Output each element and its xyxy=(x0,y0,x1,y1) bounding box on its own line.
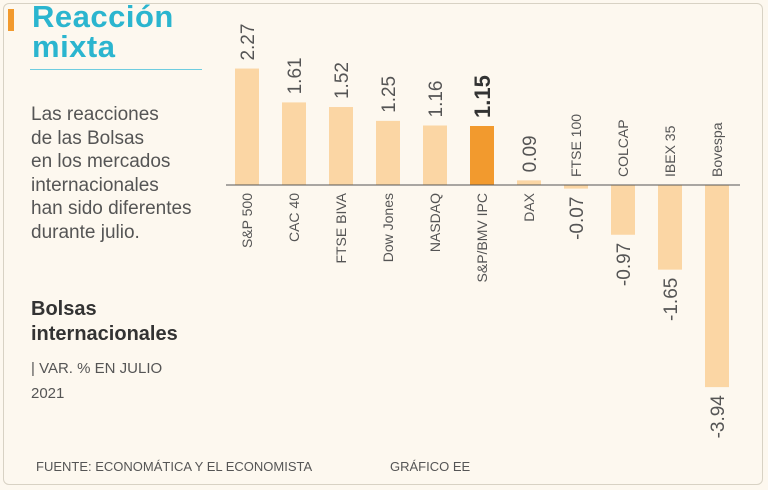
title-accent-bar xyxy=(8,9,14,31)
intro-line-2: de las Bolsas xyxy=(31,127,145,149)
value-label-cac-40: 1.61 xyxy=(285,57,306,94)
intro-line-1: Las reacciones xyxy=(31,104,159,125)
intro-line-5: han sido diferentes xyxy=(31,198,192,219)
category-label-dow-jones: Dow Jones xyxy=(380,193,396,262)
title-line-1: Reacción xyxy=(32,0,174,34)
value-label-dow-jones: 1.25 xyxy=(379,76,400,113)
graphic-credit: GRÁFICO EE xyxy=(390,459,471,474)
category-label-colcap: COLCAP xyxy=(615,119,631,177)
value-label-bovespa: -3.94 xyxy=(708,395,729,439)
intro-line-3: en los mercados xyxy=(31,151,171,172)
intro-line-4: internacionales xyxy=(31,174,159,196)
value-label-s-p-500: 2.27 xyxy=(238,24,259,61)
intro-line-6: durante julio. xyxy=(31,221,140,243)
title-line-2: mixta xyxy=(32,29,116,64)
bar-cac-40 xyxy=(282,102,306,185)
bar-nasdaq xyxy=(423,125,447,185)
bar-dow-jones xyxy=(376,120,400,185)
value-label-s-p-bmv-ipc: 1.15 xyxy=(470,75,495,118)
value-label-colcap: -0.97 xyxy=(614,243,635,286)
bar-ftse-100 xyxy=(564,185,588,189)
value-label-ibex-35: -1.65 xyxy=(661,278,682,321)
unit-line-2: 2021 xyxy=(31,385,65,402)
bar-bovespa xyxy=(705,185,729,388)
category-label-ftse-100: FTSE 100 xyxy=(568,114,584,177)
page-title: Reacción mixta xyxy=(32,0,174,64)
bar-dax xyxy=(517,180,541,185)
intro-text: Las reacciones de las Bolsas en los mercad… xyxy=(31,103,211,244)
subtitle-line-2: internacionales xyxy=(31,323,178,345)
category-label-ftse-biva: FTSE BIVA xyxy=(333,192,349,263)
unit-line-1: | VAR. % EN JULIO xyxy=(31,360,163,377)
category-label-bovespa: Bovespa xyxy=(709,122,725,177)
bar-s-p-bmv-ipc xyxy=(470,126,494,185)
unit-label: | VAR. % EN JULIO 2021 xyxy=(31,356,181,406)
bar-ftse-biva xyxy=(329,107,353,185)
category-label-s-p-bmv-ipc: S&P/BMV IPC xyxy=(474,193,490,282)
subtitle-line-1: Bolsas xyxy=(31,298,97,320)
title-divider xyxy=(30,69,202,70)
category-label-s-p-500: S&P 500 xyxy=(239,193,255,248)
value-label-dax: 0.09 xyxy=(520,135,541,172)
category-label-dax: DAX xyxy=(521,192,537,221)
bar-s-p-500 xyxy=(235,68,259,185)
category-label-nasdaq: NASDAQ xyxy=(427,193,443,252)
chart-subtitle: Bolsas internacionales xyxy=(31,297,221,347)
value-label-ftse-100: -0.07 xyxy=(567,197,588,240)
source-note: FUENTE: ECONOMÁTICA Y EL ECONOMISTA xyxy=(36,459,313,474)
category-label-ibex-35: IBEX 35 xyxy=(662,125,678,177)
bar-ibex-35 xyxy=(658,185,682,270)
chart-frame xyxy=(3,3,763,485)
bar-colcap xyxy=(611,185,635,235)
value-label-ftse-biva: 1.52 xyxy=(332,62,353,99)
category-label-cac-40: CAC 40 xyxy=(286,193,302,242)
value-label-nasdaq: 1.16 xyxy=(426,81,447,118)
